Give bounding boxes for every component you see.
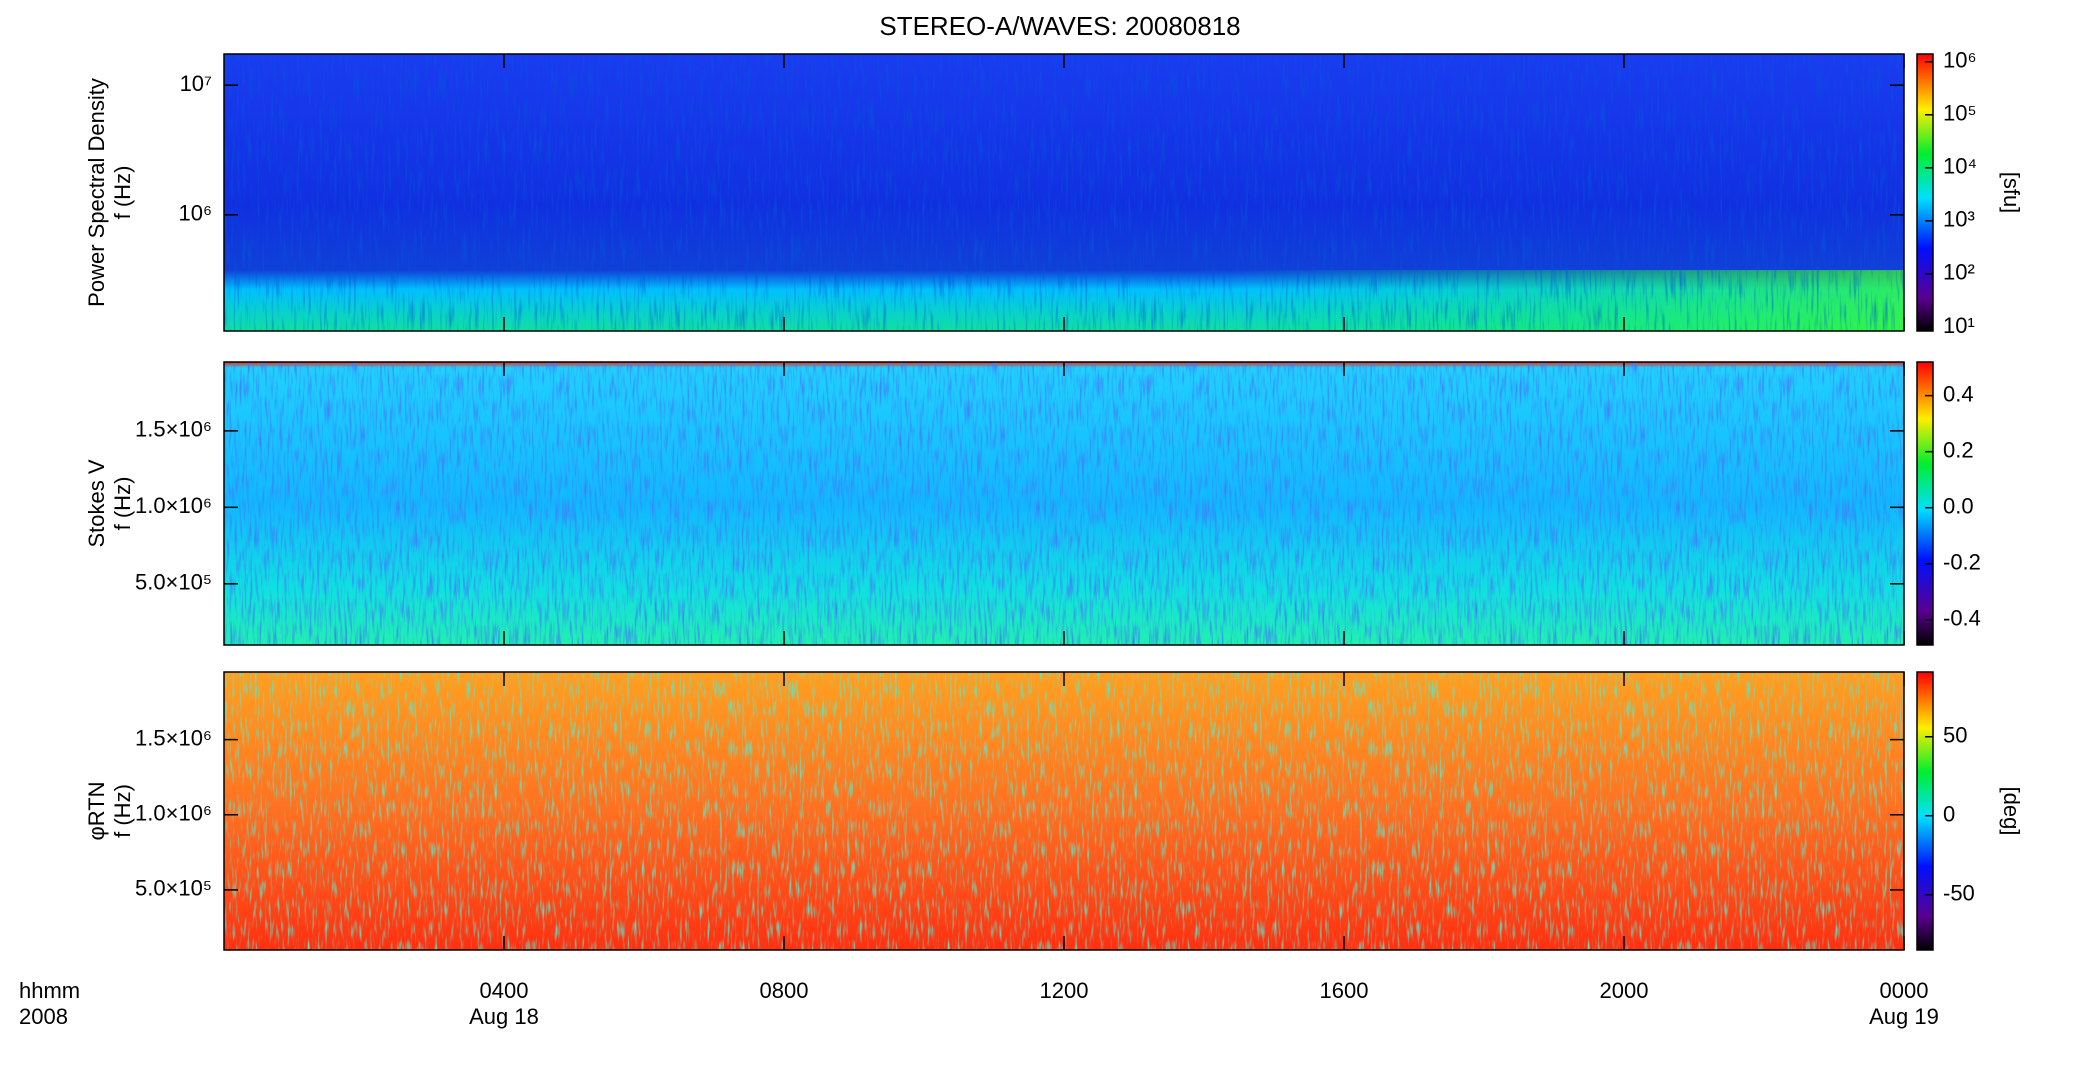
colorbar-tick-label: -0.4: [1943, 606, 1981, 631]
colorbar: [1916, 671, 1934, 951]
x-axis-title: 2008: [19, 1004, 68, 1029]
y-tick-label: 1.5×10⁶: [135, 725, 212, 750]
colorbar-tick-label: 10⁶: [1943, 48, 1977, 73]
y-tick-label: 5.0×10⁵: [135, 570, 212, 595]
colorbar-tick-label: -0.2: [1943, 550, 1981, 575]
colorbar-tick-label: 10²: [1943, 260, 1975, 285]
y-tick-label: 10⁷: [180, 71, 212, 96]
y-axis-label: f (Hz): [110, 166, 135, 220]
y-axis-label: Power Spectral Density: [84, 78, 109, 307]
chart-title: STEREO-A/WAVES: 20080818: [879, 11, 1240, 41]
x-tick-label: 0000: [1880, 978, 1929, 1003]
colorbar-tick-label: 10¹: [1943, 313, 1975, 338]
colorbar-tick-label: 10³: [1943, 207, 1975, 232]
date-label: Aug 19: [1869, 1004, 1939, 1029]
colorbar-tick-label: 0.4: [1943, 381, 1974, 406]
y-axis-label: f (Hz): [110, 477, 135, 531]
colorbar-tick-label: 0: [1943, 802, 1955, 827]
x-tick-label: 1600: [1320, 978, 1369, 1003]
y-tick-label: 5.0×10⁵: [135, 876, 212, 901]
colorbar-label: [sfu]: [1999, 172, 2024, 214]
heatmap-noise: [224, 54, 1904, 331]
colorbar: [1916, 361, 1934, 646]
colorbar-tick-label: 10⁵: [1943, 101, 1977, 126]
heatmap-noise: [224, 672, 1904, 950]
x-tick-label: 2000: [1600, 978, 1649, 1003]
colorbar-tick-label: -50: [1943, 881, 1975, 906]
y-tick-label: 1.5×10⁶: [135, 417, 212, 442]
colorbar-tick-label: 10⁴: [1943, 154, 1977, 179]
y-tick-label: 1.0×10⁶: [135, 493, 212, 518]
colorbar: [1916, 53, 1934, 332]
y-axis-label: f (Hz): [110, 784, 135, 838]
x-tick-label: 0800: [760, 978, 809, 1003]
heatmap-noise: [224, 362, 1904, 645]
colorbar-tick-label: 50: [1943, 723, 1967, 748]
date-label: Aug 18: [469, 1004, 539, 1029]
colorbar-tick-label: 0.2: [1943, 437, 1974, 462]
x-tick-label: 1200: [1040, 978, 1089, 1003]
y-tick-label: 1.0×10⁶: [135, 801, 212, 826]
y-axis-label: φRTN: [84, 781, 109, 840]
x-tick-label: 0400: [480, 978, 529, 1003]
y-axis-label: Stokes V: [84, 459, 109, 547]
y-tick-label: 10⁶: [178, 201, 212, 226]
colorbar-tick-label: 0.0: [1943, 494, 1974, 519]
x-axis-title: hhmm: [19, 978, 80, 1003]
colorbar-label: [deg]: [1999, 787, 2024, 836]
